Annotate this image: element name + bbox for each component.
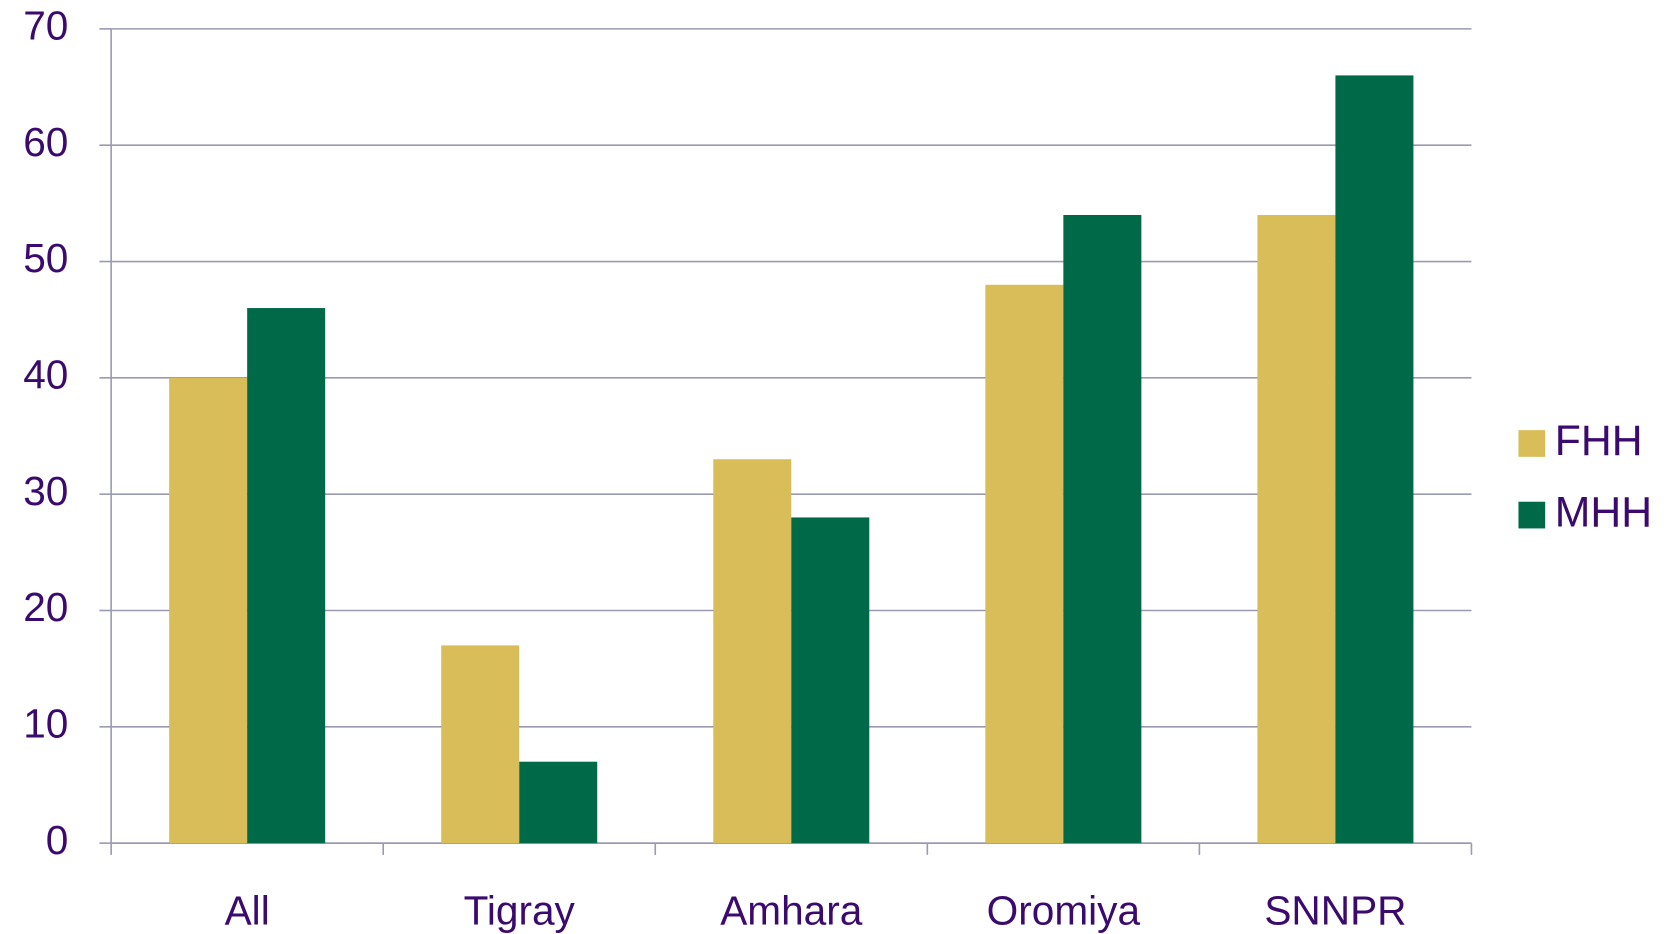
y-tick-label: 30 — [23, 468, 68, 514]
bar — [985, 284, 1064, 844]
x-tick-label: SNNPR — [1264, 887, 1406, 933]
y-tick-label: 20 — [23, 584, 68, 630]
legend-label: MHH — [1555, 488, 1652, 536]
bar — [247, 308, 326, 844]
bar — [519, 761, 598, 844]
x-tick-label: Tigray — [464, 887, 576, 933]
x-tick-label: All — [225, 887, 270, 933]
y-tick-label: 50 — [23, 235, 68, 281]
y-tick-label: 60 — [23, 119, 68, 165]
y-tick-label: 70 — [23, 3, 68, 49]
y-tick-label: 0 — [46, 817, 69, 863]
legend-swatch — [1518, 501, 1546, 529]
legend-label: FHH — [1555, 417, 1643, 465]
bar — [1063, 214, 1142, 844]
legend-swatch — [1518, 430, 1546, 457]
bar — [713, 459, 792, 844]
bar — [1335, 75, 1414, 844]
y-tick-label: 40 — [23, 352, 68, 398]
bar — [169, 377, 248, 844]
y-tick-label: 10 — [23, 701, 68, 747]
x-tick-label: Oromiya — [987, 887, 1141, 933]
bar — [441, 645, 520, 844]
bar — [1257, 214, 1336, 844]
bar — [791, 517, 870, 844]
x-tick-label: Amhara — [720, 887, 863, 933]
